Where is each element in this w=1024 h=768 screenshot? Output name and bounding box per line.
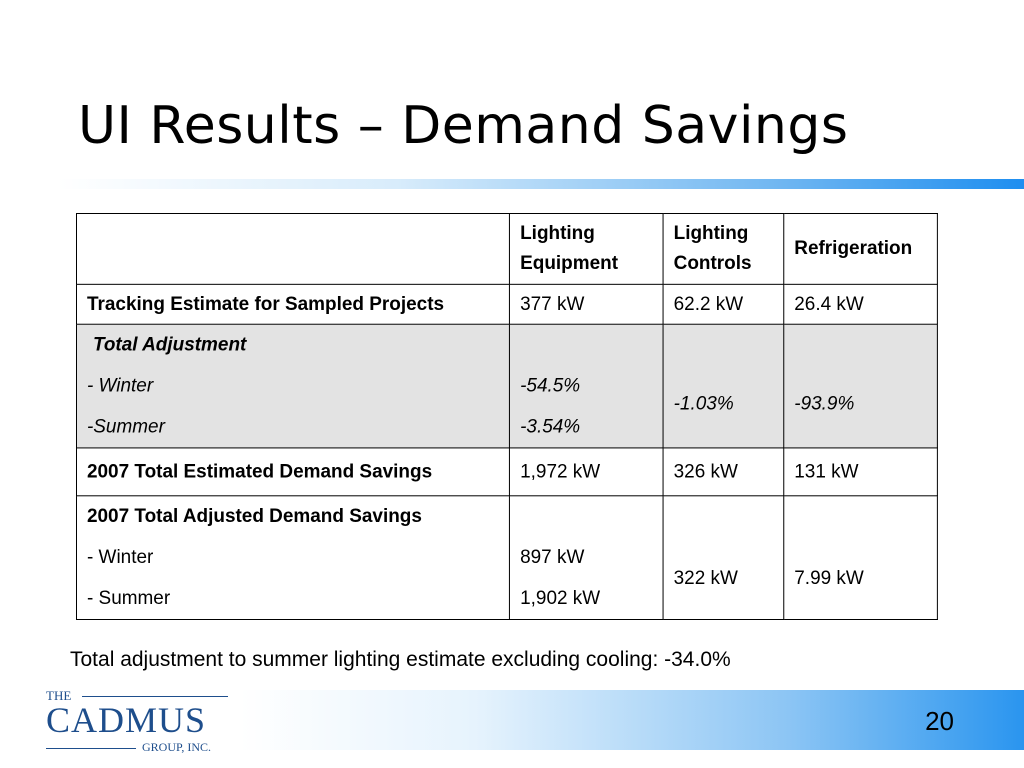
header-blank-cell	[75, 213, 511, 285]
adjusted-equipment-cell: 897 kW 1,902 kW	[509, 495, 664, 620]
adjustment-summer-label: -Summer	[86, 416, 165, 438]
adjusted-label-cell: 2007 Total Adjusted Demand Savings - Win…	[75, 495, 511, 620]
estimated-refrigeration: 131 kW	[783, 447, 938, 497]
demand-savings-table: Lighting Equipment Lighting Controls Ref…	[75, 213, 938, 620]
table-row-adjusted: 2007 Total Adjusted Demand Savings - Win…	[75, 495, 938, 620]
adjusted-equipment-summer: 1,902 kW	[520, 588, 601, 610]
adjusted-label: 2007 Total Adjusted Demand Savings	[86, 506, 422, 528]
logo-top-rule	[82, 696, 228, 697]
table-row-adjustment: Total Adjustment - Winter -Summer -54.5%…	[75, 323, 938, 449]
adjusted-refrigeration: 7.99 kW	[783, 495, 938, 620]
logo-name-text: CADMUS	[46, 700, 207, 740]
table-header-row: Lighting Equipment Lighting Controls Ref…	[75, 213, 938, 285]
tracking-equipment: 377 kW	[509, 283, 664, 325]
header-lighting-controls: Lighting Controls	[662, 213, 785, 285]
tracking-label: Tracking Estimate for Sampled Projects	[75, 283, 511, 325]
logo-bottom-rule	[46, 748, 136, 749]
adjustment-winter-label: - Winter	[86, 375, 154, 397]
title-underline-bar	[58, 179, 1024, 189]
adjustment-equipment-summer: -3.54%	[520, 416, 581, 438]
page-number: 20	[925, 706, 954, 736]
tracking-refrigeration: 26.4 kW	[783, 283, 938, 325]
adjustment-label: Total Adjustment	[92, 334, 247, 356]
adjustment-refrigeration: -93.9%	[783, 323, 938, 449]
estimated-label: 2007 Total Estimated Demand Savings	[75, 447, 511, 497]
slide-title: UI Results – Demand Savings	[78, 96, 849, 156]
adjustment-label-cell: Total Adjustment - Winter -Summer	[75, 323, 511, 449]
adjustment-controls: -1.03%	[662, 323, 785, 449]
table-row-tracking: Tracking Estimate for Sampled Projects 3…	[75, 283, 938, 325]
table-row-estimated: 2007 Total Estimated Demand Savings 1,97…	[75, 447, 938, 497]
footer-gradient-band	[240, 690, 1024, 750]
estimated-controls: 326 kW	[662, 447, 785, 497]
header-refrigeration: Refrigeration	[783, 213, 938, 285]
adjusted-summer-label: - Summer	[86, 588, 171, 610]
estimated-equipment: 1,972 kW	[509, 447, 664, 497]
adjustment-equipment-winter: -54.5%	[520, 375, 581, 397]
header-lighting-equipment: Lighting Equipment	[509, 213, 664, 285]
adjusted-equipment-winter: 897 kW	[520, 547, 585, 569]
tracking-controls: 62.2 kW	[662, 283, 785, 325]
footnote-text: Total adjustment to summer lighting esti…	[70, 648, 731, 671]
logo-the-text: THE	[46, 688, 72, 703]
logo-group-text: GROUP, INC.	[142, 740, 212, 754]
adjustment-equipment-cell: -54.5% -3.54%	[509, 323, 664, 449]
adjusted-controls: 322 kW	[662, 495, 785, 620]
cadmus-logo: THE CADMUS GROUP, INC.	[46, 688, 236, 758]
adjusted-winter-label: - Winter	[86, 547, 154, 569]
